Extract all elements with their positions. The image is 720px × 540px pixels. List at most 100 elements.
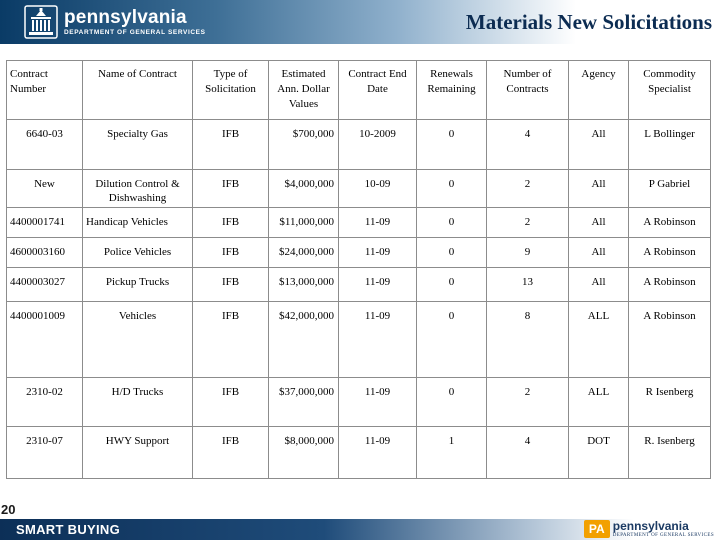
column-header: Name of Contract xyxy=(82,60,193,120)
specialist-cell: R Isenberg xyxy=(628,377,711,427)
renewals-cell: 0 xyxy=(416,169,487,208)
agency-cell: ALL xyxy=(568,377,629,427)
dollar-value-cell: $37,000,000 xyxy=(268,377,339,427)
agency-cell: ALL xyxy=(568,301,629,378)
agency-cell: All xyxy=(568,267,629,302)
solicitation-type-cell: IFB xyxy=(192,207,269,238)
contracts-count-cell: 8 xyxy=(486,301,569,378)
end-date-cell: 11-09 xyxy=(338,207,417,238)
column-header: Type of Solicitation xyxy=(192,60,269,120)
column-header: Estimated Ann. Dollar Values xyxy=(268,60,339,120)
end-date-cell: 11-09 xyxy=(338,301,417,378)
contract-number-cell: 4600003160 xyxy=(6,237,83,268)
contract-number-cell: 4400003027 xyxy=(6,267,83,302)
solicitation-type-cell: IFB xyxy=(192,426,269,479)
contract-name-cell: Pickup Trucks xyxy=(82,267,193,302)
contract-name-cell: Vehicles xyxy=(82,301,193,378)
footer-label: SMART BUYING xyxy=(16,522,120,537)
table-row: 4400001009 Vehicles IFB $42,000,000 11-0… xyxy=(6,301,711,378)
page-title: Materials New Solicitations xyxy=(465,10,712,34)
contract-number-cell: 4400001009 xyxy=(6,301,83,378)
solicitation-type-cell: IFB xyxy=(192,301,269,378)
renewals-cell: 0 xyxy=(416,267,487,302)
solicitation-type-cell: IFB xyxy=(192,377,269,427)
contract-name-cell: H/D Trucks xyxy=(82,377,193,427)
end-date-cell: 11-09 xyxy=(338,237,417,268)
specialist-cell: R. Isenberg xyxy=(628,426,711,479)
contracts-count-cell: 2 xyxy=(486,377,569,427)
solicitation-type-cell: IFB xyxy=(192,169,269,208)
specialist-cell: A Robinson xyxy=(628,267,711,302)
contracts-count-cell: 13 xyxy=(486,267,569,302)
agency-cell: All xyxy=(568,119,629,170)
table-row: 2310-02 H/D Trucks IFB $37,000,000 11-09… xyxy=(6,377,711,427)
dollar-value-cell: $13,000,000 xyxy=(268,267,339,302)
header-banner: pennsylvania DEPARTMENT OF GENERAL SERVI… xyxy=(0,0,720,44)
specialist-cell: P Gabriel xyxy=(628,169,711,208)
contracts-count-cell: 4 xyxy=(486,426,569,479)
renewals-cell: 1 xyxy=(416,426,487,479)
contract-name-cell: Police Vehicles xyxy=(82,237,193,268)
column-header: Renewals Remaining xyxy=(416,60,487,120)
agency-cell: All xyxy=(568,169,629,208)
specialist-cell: A Robinson xyxy=(628,207,711,238)
renewals-cell: 0 xyxy=(416,119,487,170)
contracts-count-cell: 2 xyxy=(486,207,569,238)
agency-cell: All xyxy=(568,207,629,238)
column-header: Agency xyxy=(568,60,629,120)
end-date-cell: 10-2009 xyxy=(338,119,417,170)
agency-cell: All xyxy=(568,237,629,268)
capitol-building-icon xyxy=(24,5,58,39)
dollar-value-cell: $8,000,000 xyxy=(268,426,339,479)
end-date-cell: 11-09 xyxy=(338,377,417,427)
column-header: Commodity Specialist xyxy=(628,60,711,120)
contract-name-cell: Specialty Gas xyxy=(82,119,193,170)
contract-number-cell: New xyxy=(6,169,83,208)
solicitation-type-cell: IFB xyxy=(192,267,269,302)
contract-number-cell: 4400001741 xyxy=(6,207,83,238)
footer-pa-logo: PA pennsylvania DEPARTMENT OF GENERAL SE… xyxy=(583,519,714,538)
contract-number-cell: 6640-03 xyxy=(6,119,83,170)
column-header: Number of Contracts xyxy=(486,60,569,120)
pa-dgs-logo: pennsylvania DEPARTMENT OF GENERAL SERVI… xyxy=(24,3,206,41)
contracts-count-cell: 9 xyxy=(486,237,569,268)
dollar-value-cell: $4,000,000 xyxy=(268,169,339,208)
contracts-count-cell: 2 xyxy=(486,169,569,208)
renewals-cell: 0 xyxy=(416,377,487,427)
column-header: Contract Number xyxy=(6,60,83,120)
contract-number-cell: 2310-02 xyxy=(6,377,83,427)
solicitations-table: Contract Number Name of Contract Type of… xyxy=(6,60,711,479)
renewals-cell: 0 xyxy=(416,207,487,238)
end-date-cell: 11-09 xyxy=(338,267,417,302)
dollar-value-cell: $11,000,000 xyxy=(268,207,339,238)
pa-logo-icon: PA xyxy=(583,520,610,538)
slide-number: 20 xyxy=(1,502,16,517)
solicitation-type-cell: IFB xyxy=(192,119,269,170)
solicitation-type-cell: IFB xyxy=(192,237,269,268)
logo-title: pennsylvania xyxy=(64,6,187,28)
table-row: 4400001741 Handicap Vehicles IFB $11,000… xyxy=(6,207,711,238)
end-date-cell: 10-09 xyxy=(338,169,417,208)
table-header-row: Contract Number Name of Contract Type of… xyxy=(6,60,711,120)
table-row: 4600003160 Police Vehicles IFB $24,000,0… xyxy=(6,237,711,268)
dollar-value-cell: $700,000 xyxy=(268,119,339,170)
table-row: 4400003027 Pickup Trucks IFB $13,000,000… xyxy=(6,267,711,302)
renewals-cell: 0 xyxy=(416,237,487,268)
contract-name-cell: Dilution Control & Dishwashing xyxy=(82,169,193,208)
footer-banner: SMART BUYING PA pennsylvania DEPARTMENT … xyxy=(0,519,720,540)
specialist-cell: L Bollinger xyxy=(628,119,711,170)
table-row: New Dilution Control & Dishwashing IFB $… xyxy=(6,169,711,208)
dollar-value-cell: $42,000,000 xyxy=(268,301,339,378)
dollar-value-cell: $24,000,000 xyxy=(268,237,339,268)
renewals-cell: 0 xyxy=(416,301,487,378)
agency-cell: DOT xyxy=(568,426,629,479)
table-row: 6640-03 Specialty Gas IFB $700,000 10-20… xyxy=(6,119,711,170)
end-date-cell: 11-09 xyxy=(338,426,417,479)
footer-brand-name: pennsylvania xyxy=(612,519,689,533)
column-header: Contract End Date xyxy=(338,60,417,120)
contract-name-cell: HWY Support xyxy=(82,426,193,479)
footer-brand-subtitle: DEPARTMENT OF GENERAL SERVICES xyxy=(612,533,714,538)
contract-number-cell: 2310-07 xyxy=(6,426,83,479)
specialist-cell: A Robinson xyxy=(628,301,711,378)
specialist-cell: A Robinson xyxy=(628,237,711,268)
